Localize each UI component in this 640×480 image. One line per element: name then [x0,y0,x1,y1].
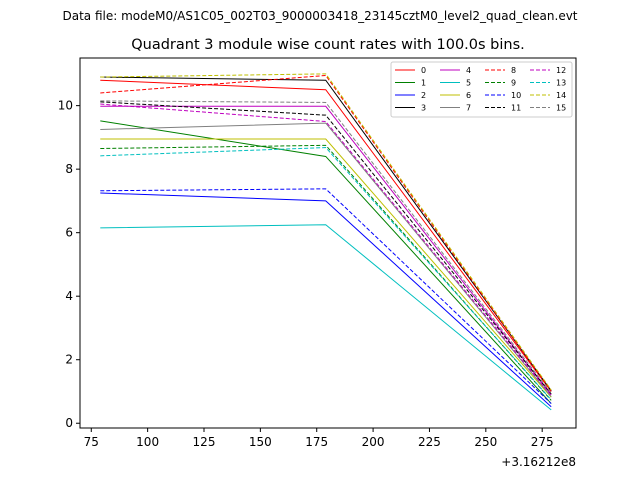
legend-label-13: 13 [556,79,566,88]
chart-suptitle: Data file: modeM0/AS1C05_002T03_90000034… [62,9,577,23]
series-line-0 [100,79,552,392]
legend-label-0: 0 [421,66,426,75]
x-tick-label: 275 [531,435,554,449]
x-tick-label: 75 [84,435,99,449]
chart-title: Quadrant 3 module wise count rates with … [131,37,525,53]
x-tick-label: 250 [474,435,497,449]
series-line-2 [100,192,552,408]
legend-label-15: 15 [556,104,566,113]
series-line-4 [100,105,552,395]
legend-frame [390,61,573,118]
legend-label-4: 4 [466,66,471,75]
series-line-7 [100,122,552,397]
y-tick-label: 4 [65,289,73,303]
x-tick-label: 125 [193,435,216,449]
series-line-12 [100,103,552,396]
series-line-15 [100,100,552,394]
y-tick-label: 6 [65,226,73,240]
y-tick-label: 8 [65,162,73,176]
axes-frame [79,57,577,429]
legend-label-11: 11 [511,104,521,113]
x-axis-offset-label: +3.16212e8 [501,455,576,469]
series-layer [100,73,552,411]
series-line-14 [100,73,552,391]
y-tick-label: 10 [58,99,73,113]
legend-label-2: 2 [421,91,426,100]
x-tick-label: 200 [362,435,385,449]
legend-label-10: 10 [511,91,521,100]
x-tick-label: 225 [418,435,441,449]
series-line-13 [100,147,552,401]
x-tick-label: 100 [136,435,159,449]
x-tick-label: 175 [305,435,328,449]
y-tick-label: 2 [65,353,73,367]
series-line-1 [100,120,552,404]
y-tick-label: 0 [65,416,73,430]
series-line-11 [100,101,552,395]
legend-label-5: 5 [466,79,471,88]
legend-label-3: 3 [421,104,426,113]
series-line-6 [100,138,552,398]
legend-label-6: 6 [466,91,471,100]
series-line-8 [100,74,552,392]
legend-label-7: 7 [466,104,471,113]
series-line-10 [100,188,552,404]
series-line-3 [100,76,552,392]
legend-label-9: 9 [511,79,516,88]
x-tick-label: 150 [249,435,272,449]
legend-label-14: 14 [556,91,566,100]
legend-label-8: 8 [511,66,516,75]
legend-label-12: 12 [556,66,566,75]
series-line-9 [100,144,552,401]
axis-ticks: 75 100 125 150 175 200 225 250 275 0 2 4 6 8 10 [58,99,554,449]
legend-label-1: 1 [421,79,426,88]
series-line-5 [100,224,552,411]
